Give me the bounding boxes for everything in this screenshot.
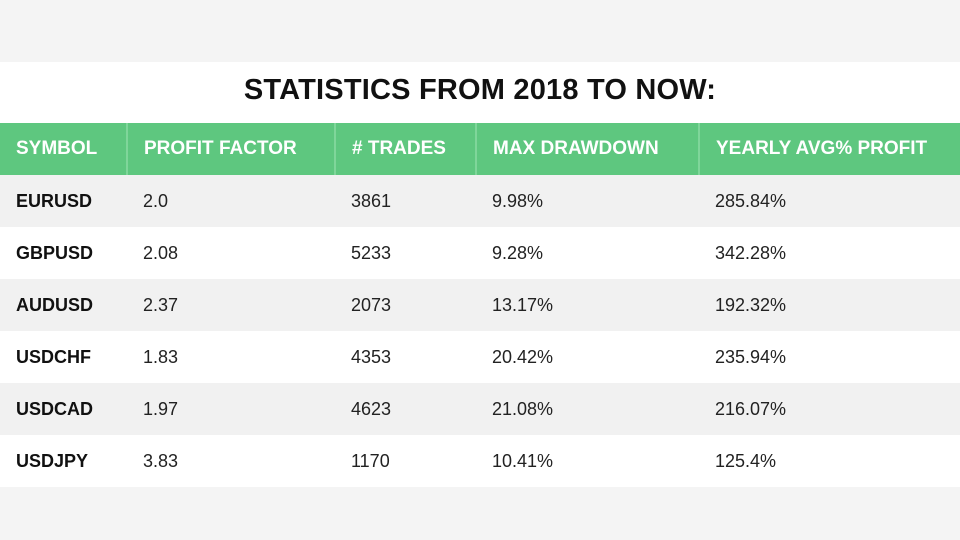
cell-trades: 5233 xyxy=(335,227,476,279)
cell-profit-factor: 3.83 xyxy=(127,435,335,487)
cell-max-drawdown: 9.28% xyxy=(476,227,699,279)
table-row: EURUSD 2.0 3861 9.98% 285.84% xyxy=(0,175,960,227)
cell-max-drawdown: 9.98% xyxy=(476,175,699,227)
cell-trades: 4623 xyxy=(335,383,476,435)
cell-symbol: AUDUSD xyxy=(0,279,127,331)
table-header-row: SYMBOL PROFIT FACTOR # TRADES MAX DRAWDO… xyxy=(0,123,960,175)
cell-yearly-avg-profit: 192.32% xyxy=(699,279,960,331)
cell-profit-factor: 2.08 xyxy=(127,227,335,279)
cell-profit-factor: 1.97 xyxy=(127,383,335,435)
table-row: USDJPY 3.83 1170 10.41% 125.4% xyxy=(0,435,960,487)
cell-yearly-avg-profit: 235.94% xyxy=(699,331,960,383)
column-header-trades: # TRADES xyxy=(335,123,477,175)
cell-yearly-avg-profit: 216.07% xyxy=(699,383,960,435)
table-row: AUDUSD 2.37 2073 13.17% 192.32% xyxy=(0,279,960,331)
table-row: USDCAD 1.97 4623 21.08% 216.07% xyxy=(0,383,960,435)
cell-profit-factor: 2.0 xyxy=(127,175,335,227)
cell-trades: 4353 xyxy=(335,331,476,383)
cell-profit-factor: 2.37 xyxy=(127,279,335,331)
column-header-profit-factor: PROFIT FACTOR xyxy=(127,123,336,175)
page-title: STATISTICS FROM 2018 TO NOW: xyxy=(243,74,717,106)
cell-symbol: USDCAD xyxy=(0,383,127,435)
cell-trades: 2073 xyxy=(335,279,476,331)
cell-yearly-avg-profit: 342.28% xyxy=(699,227,960,279)
cell-profit-factor: 1.83 xyxy=(127,331,335,383)
cell-max-drawdown: 10.41% xyxy=(476,435,699,487)
cell-trades: 3861 xyxy=(335,175,476,227)
cell-max-drawdown: 13.17% xyxy=(476,279,699,331)
column-header-max-drawdown: MAX DRAWDOWN xyxy=(476,123,700,175)
cell-max-drawdown: 21.08% xyxy=(476,383,699,435)
table-row: USDCHF 1.83 4353 20.42% 235.94% xyxy=(0,331,960,383)
cell-yearly-avg-profit: 285.84% xyxy=(699,175,960,227)
cell-symbol: EURUSD xyxy=(0,175,127,227)
cell-yearly-avg-profit: 125.4% xyxy=(699,435,960,487)
cell-symbol: USDJPY xyxy=(0,435,127,487)
cell-trades: 1170 xyxy=(335,435,476,487)
column-header-yearly-avg-profit: YEARLY AVG% PROFIT xyxy=(699,123,960,175)
table-row: GBPUSD 2.08 5233 9.28% 342.28% xyxy=(0,227,960,279)
statistics-table: SYMBOL PROFIT FACTOR # TRADES MAX DRAWDO… xyxy=(0,123,960,487)
column-header-symbol: SYMBOL xyxy=(0,123,128,175)
cell-max-drawdown: 20.42% xyxy=(476,331,699,383)
cell-symbol: USDCHF xyxy=(0,331,127,383)
cell-symbol: GBPUSD xyxy=(0,227,127,279)
